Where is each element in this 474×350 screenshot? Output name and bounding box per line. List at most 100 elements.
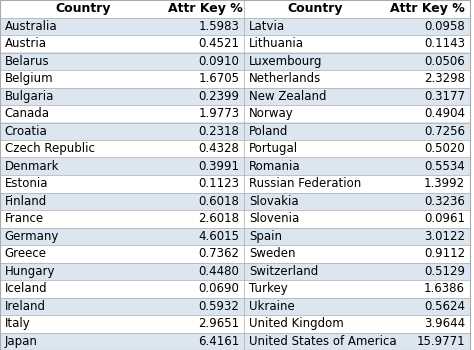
Text: 1.6705: 1.6705 [199, 72, 239, 85]
Text: United Kingdom: United Kingdom [249, 317, 344, 330]
Bar [0, 70, 244, 88]
Text: 0.3991: 0.3991 [199, 160, 239, 173]
Text: 0.7256: 0.7256 [424, 125, 465, 138]
Text: Ireland: Ireland [5, 300, 46, 313]
Text: Belarus: Belarus [5, 55, 49, 68]
Text: 0.5020: 0.5020 [424, 142, 465, 155]
Text: Slovakia: Slovakia [249, 195, 299, 208]
Text: Sweden: Sweden [249, 247, 295, 260]
Bar [244, 140, 470, 158]
Bar [0, 35, 244, 52]
Text: 15.9771: 15.9771 [416, 335, 465, 348]
Text: Austria: Austria [5, 37, 47, 50]
Text: Luxembourg: Luxembourg [249, 55, 322, 68]
Text: 0.3177: 0.3177 [424, 90, 465, 103]
Text: Norway: Norway [249, 107, 294, 120]
Text: 1.9773: 1.9773 [199, 107, 239, 120]
Text: Latvia: Latvia [249, 20, 285, 33]
Text: Turkey: Turkey [249, 282, 288, 295]
Bar [244, 175, 470, 192]
Text: Italy: Italy [5, 317, 30, 330]
Text: 0.0690: 0.0690 [199, 282, 239, 295]
Text: Japan: Japan [5, 335, 37, 348]
Text: France: France [5, 212, 44, 225]
Text: Country: Country [55, 2, 111, 15]
Text: 3.9644: 3.9644 [424, 317, 465, 330]
Text: Lithuania: Lithuania [249, 37, 304, 50]
Bar [244, 70, 470, 88]
Text: 1.6386: 1.6386 [424, 282, 465, 295]
Bar [244, 262, 470, 280]
Text: 0.4480: 0.4480 [199, 265, 239, 278]
Text: 0.0506: 0.0506 [424, 55, 465, 68]
Text: Germany: Germany [5, 230, 59, 243]
Bar [0, 175, 244, 192]
Text: Australia: Australia [5, 20, 57, 33]
Text: Netherlands: Netherlands [249, 72, 321, 85]
Bar [0, 332, 244, 350]
Bar [0, 193, 244, 210]
Text: 0.2399: 0.2399 [199, 90, 239, 103]
Text: 0.4521: 0.4521 [199, 37, 239, 50]
Bar [244, 210, 470, 228]
Bar [0, 228, 244, 245]
Text: Country: Country [287, 2, 342, 15]
Text: 0.0961: 0.0961 [424, 212, 465, 225]
Text: Finland: Finland [5, 195, 47, 208]
Text: 0.5129: 0.5129 [424, 265, 465, 278]
Text: 0.5534: 0.5534 [424, 160, 465, 173]
Text: United States of America: United States of America [249, 335, 397, 348]
Text: 0.3236: 0.3236 [424, 195, 465, 208]
Text: 0.0958: 0.0958 [424, 20, 465, 33]
Text: Russian Federation: Russian Federation [249, 177, 361, 190]
Text: 1.3992: 1.3992 [424, 177, 465, 190]
Text: 4.6015: 4.6015 [199, 230, 239, 243]
Bar [244, 315, 470, 332]
Text: 0.2318: 0.2318 [199, 125, 239, 138]
Bar [244, 88, 470, 105]
Text: Poland: Poland [249, 125, 288, 138]
Text: Portugal: Portugal [249, 142, 298, 155]
Text: Hungary: Hungary [5, 265, 55, 278]
Bar [0, 298, 244, 315]
Text: Czech Republic: Czech Republic [5, 142, 95, 155]
Text: 3.0122: 3.0122 [424, 230, 465, 243]
Text: 6.4161: 6.4161 [198, 335, 239, 348]
Text: 2.3298: 2.3298 [424, 72, 465, 85]
Bar [0, 245, 244, 262]
Text: 0.5624: 0.5624 [424, 300, 465, 313]
Text: Spain: Spain [249, 230, 282, 243]
Bar [244, 52, 470, 70]
Bar [0, 210, 244, 228]
Text: 0.6018: 0.6018 [199, 195, 239, 208]
Bar [0, 262, 244, 280]
Bar [244, 245, 470, 262]
Text: Switzerland: Switzerland [249, 265, 318, 278]
Bar [0, 315, 244, 332]
Bar [244, 280, 470, 298]
Text: Attr Key %: Attr Key % [390, 2, 465, 15]
Text: 0.7362: 0.7362 [199, 247, 239, 260]
Bar [244, 193, 470, 210]
Bar [244, 158, 470, 175]
Text: Belgium: Belgium [5, 72, 53, 85]
Bar [0, 18, 244, 35]
Bar [0, 105, 244, 122]
Text: Greece: Greece [5, 247, 47, 260]
Text: 0.1143: 0.1143 [424, 37, 465, 50]
Bar [244, 35, 470, 52]
Text: Denmark: Denmark [5, 160, 59, 173]
Text: Canada: Canada [5, 107, 50, 120]
Text: 1.5983: 1.5983 [199, 20, 239, 33]
Bar [244, 332, 470, 350]
Bar [0, 0, 470, 18]
Bar [244, 18, 470, 35]
Text: Iceland: Iceland [5, 282, 47, 295]
Text: Ukraine: Ukraine [249, 300, 295, 313]
Text: 0.1123: 0.1123 [199, 177, 239, 190]
Text: Bulgaria: Bulgaria [5, 90, 54, 103]
Bar [0, 122, 244, 140]
Bar [244, 105, 470, 122]
Bar [0, 52, 244, 70]
Text: Romania: Romania [249, 160, 301, 173]
